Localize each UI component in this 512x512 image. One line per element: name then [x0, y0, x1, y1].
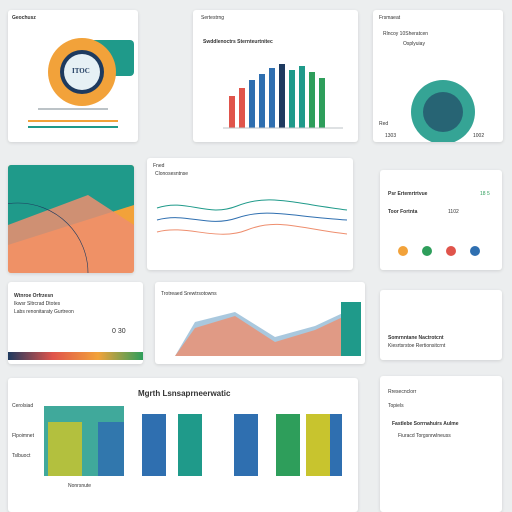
bar-10 [319, 78, 325, 128]
radial-line-1: Rlncoy 10Sheratcen [383, 31, 429, 37]
donut-logo-text: ITOC [72, 67, 90, 75]
donut-card-title: Geochusz [12, 15, 36, 21]
list-item-2: Fiuracd Torgsnrwlneuss [398, 433, 451, 439]
column-chart [44, 406, 342, 476]
columns-side-b: Flpoimnet [12, 433, 34, 439]
bar-1 [229, 96, 235, 128]
row-1 [38, 108, 108, 110]
col-block-3 [98, 422, 124, 476]
bar-7 [289, 70, 295, 128]
list-header: Rresecnclorr [388, 389, 417, 395]
wave-card-title: Clonosesntnse [155, 171, 189, 177]
area-chart [175, 302, 361, 356]
bar-chart [223, 64, 343, 129]
radial-line-2: Osplyuiay [403, 41, 425, 47]
row-2 [28, 120, 118, 122]
wave-3 [156, 223, 348, 235]
columns-title: Mgrth Lsnsaprneerwatic [138, 389, 231, 398]
card-wave: Fned Clonosesntnse [147, 158, 353, 270]
info-strip [8, 352, 143, 360]
list-item-1: Fastlebe Sorrnahuirs Aulme [392, 421, 459, 427]
dot-green [422, 246, 432, 256]
wave-1 [156, 199, 348, 211]
stats-label-b: Toor Fortnta [388, 209, 418, 215]
info-title: Wtnroe Orfrzesn [14, 293, 54, 299]
card-columns: Mgrth Lsnsaprneerwatic Cerolsiad Flpoimn… [8, 378, 358, 512]
columns-footer: Nonrsnute [68, 483, 92, 489]
col-block-2 [48, 422, 82, 476]
info-value: 0 30 [112, 328, 126, 335]
legend-line-1: Kiesrtsrstoe Rertionsitcrnt [388, 343, 446, 349]
radial-value-right: 1002 [473, 133, 485, 139]
col-4 [276, 414, 300, 476]
card-list: Rresecnclorr Topiels Fastlebe Sorrnahuir… [380, 376, 502, 512]
bar-3 [249, 80, 255, 128]
bars-card-title: Swddlenoctrs Sternteurtnitec [203, 39, 273, 45]
col-6 [330, 414, 342, 476]
area-salmon [175, 316, 345, 356]
col-3 [234, 414, 258, 476]
col-1 [142, 414, 166, 476]
bar-4 [259, 74, 265, 128]
area-teal-bar [341, 302, 361, 356]
bar-5 [269, 68, 275, 128]
columns-side-a: Cerolsiad [12, 403, 34, 409]
card-abstract [8, 165, 134, 273]
bar-8 [299, 66, 305, 128]
bar-2 [239, 88, 245, 128]
wave-card-header: Fned [153, 163, 165, 169]
card-area: Trotreaed Srewtrsotowns [155, 282, 365, 364]
stats-value: 1102 [448, 209, 459, 215]
dot-blue [470, 246, 480, 256]
bar-9 [309, 72, 315, 128]
card-stats: Psr Ertemrtrtvue Toor Fortnta 1102 18 5 [380, 170, 502, 270]
info-line-2: Labs renonitaraty Gurtreon [14, 309, 74, 315]
list-sub: Topiels [388, 403, 404, 409]
card-bars: Sertestrng Swddlenoctrs Sternteurtnitec [193, 10, 358, 142]
stats-label-a: Psr Ertemrtrtvue [388, 191, 428, 197]
columns-side-c: Tslbuoct [12, 453, 31, 459]
abstract-art [8, 165, 134, 273]
donut-chart [48, 38, 134, 106]
area-card-title: Trotreaed Srewtrsotowns [161, 291, 217, 297]
card-donut: Geochusz ITOC [8, 10, 138, 142]
card-legend: Somrnntane Nactrotcnt Kiesrtsrstoe Rerti… [380, 290, 502, 360]
stats-code: 18 5 [480, 191, 490, 197]
wave-2 [156, 212, 348, 222]
dot-orange [398, 246, 408, 256]
card-info: Wtnroe Orfrzesn Ikwsr Sltrcrad Dtotes La… [8, 282, 143, 364]
radial-value-left: 1303 [385, 133, 397, 139]
donut-center [64, 54, 100, 90]
bars-card-header: Sertestrng [201, 15, 225, 21]
card-radial: Frsmaeat Rlncoy 10Sheratcen Osplyuiay Re… [373, 10, 503, 142]
radial-card-header: Frsmaeat [379, 15, 401, 21]
radial-badge-left: Red [379, 121, 389, 127]
dot-red [446, 246, 456, 256]
radial-core [423, 92, 463, 132]
bar-6 [279, 64, 285, 128]
row-3 [28, 126, 118, 128]
info-line-1: Ikwsr Sltrcrad Dtotes [14, 301, 61, 307]
wave-chart [156, 199, 348, 235]
col-2 [178, 414, 202, 476]
legend-title: Somrnntane Nactrotcnt [388, 335, 444, 341]
radial-chart [411, 80, 475, 142]
col-5 [306, 414, 330, 476]
